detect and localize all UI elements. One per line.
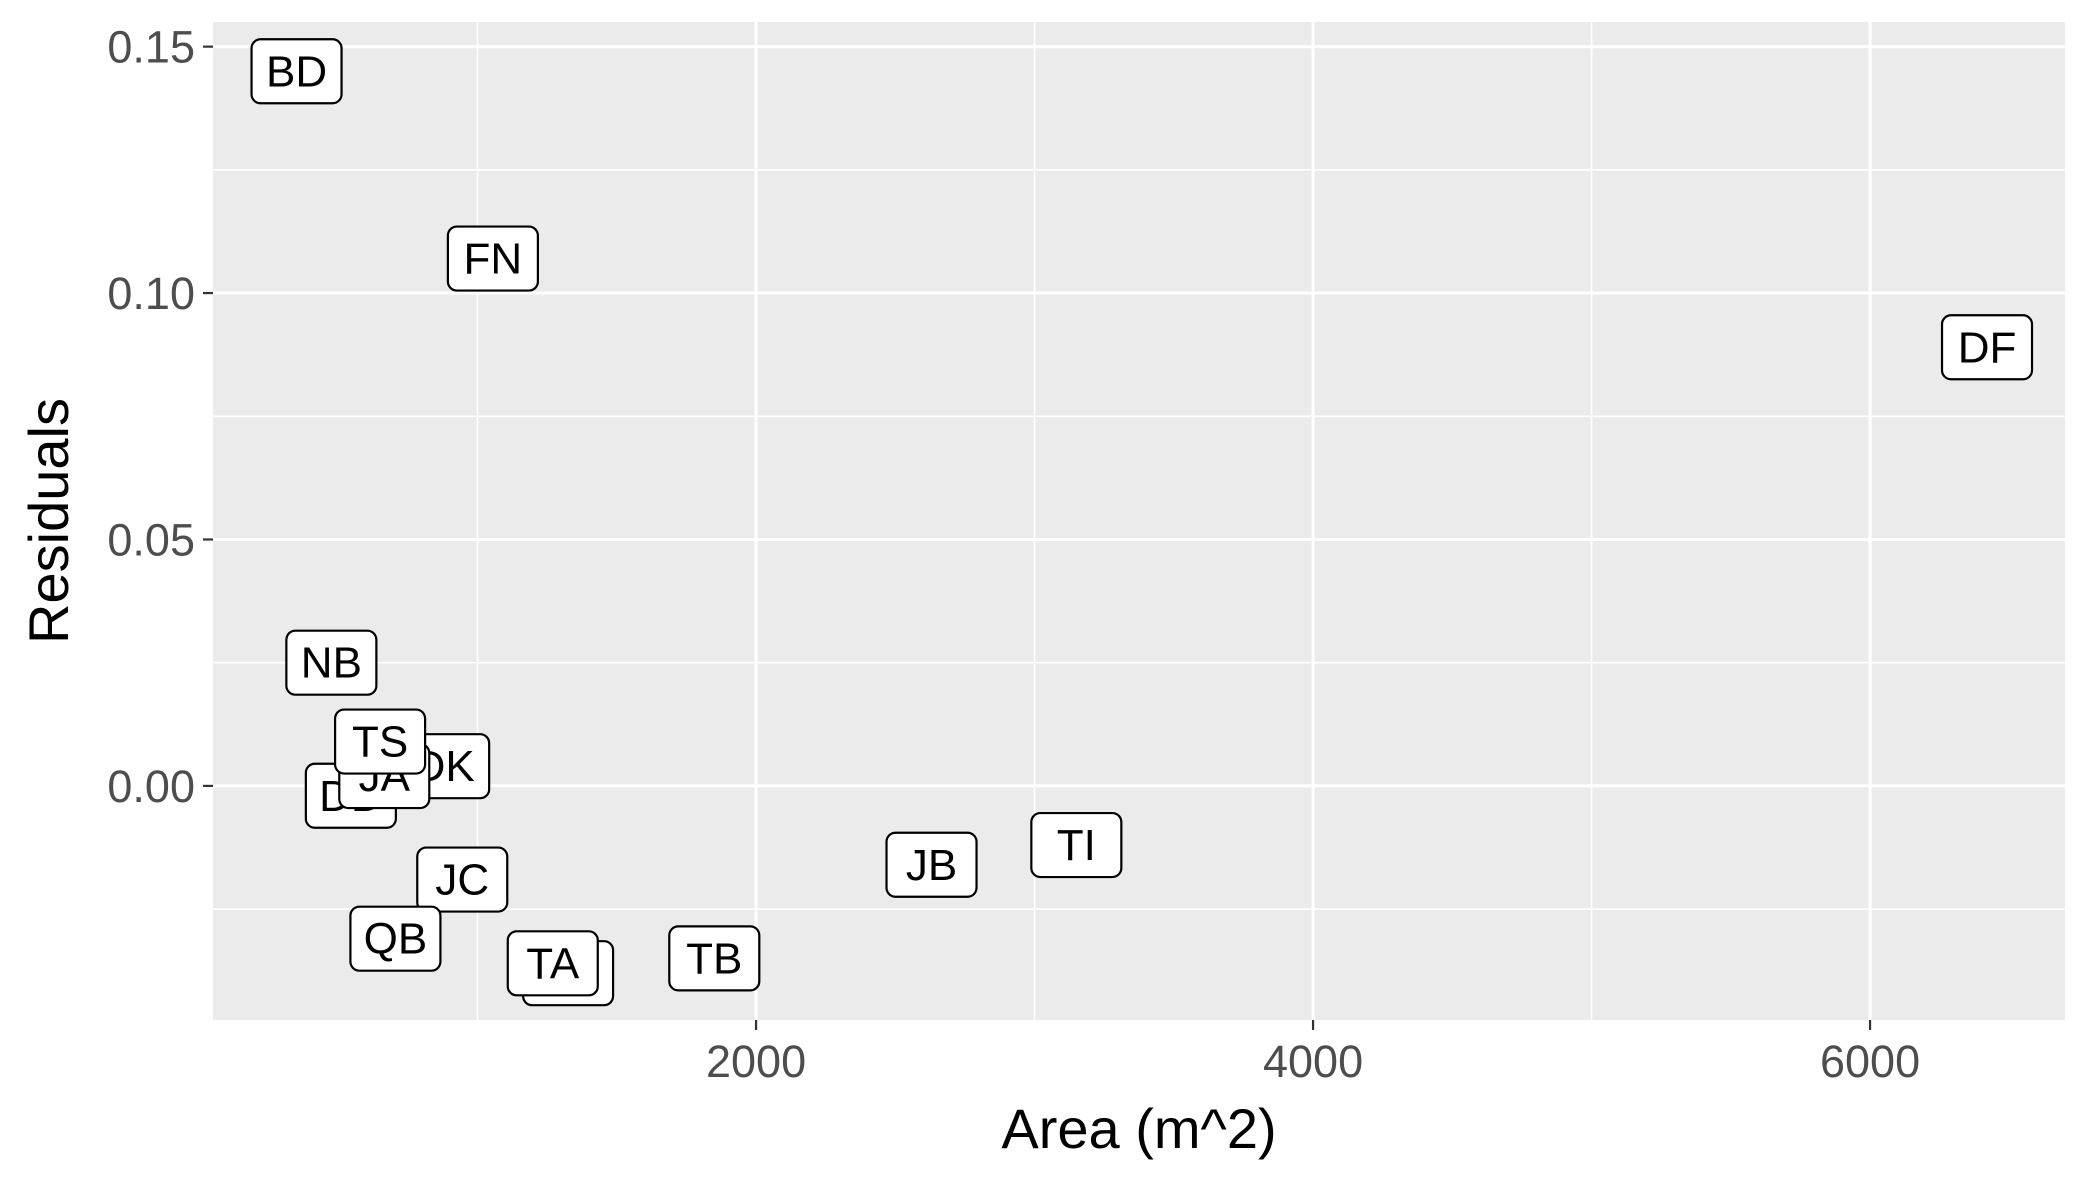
point-label-qb: QB	[349, 905, 442, 972]
y-tick-label: 0.00	[107, 761, 195, 812]
y-tick-label: 0.15	[107, 22, 195, 73]
y-axis-title: Residuals	[17, 398, 80, 644]
label-box	[1030, 811, 1123, 879]
x-axis: 2000 4000 6000	[706, 1020, 1920, 1087]
x-tick-label: 6000	[1820, 1036, 1920, 1087]
point-label-nb: NB	[285, 629, 378, 696]
label-text: JC	[435, 856, 489, 905]
x-tick-label: 2000	[706, 1036, 806, 1087]
point-label-ts: TS	[333, 708, 427, 775]
major-gridlines	[213, 22, 2065, 1020]
label-box	[349, 905, 442, 972]
label-box	[250, 38, 343, 105]
y-axis: 0.00 0.05 0.10 0.15	[107, 22, 213, 812]
minor-gridlines	[213, 22, 2065, 1020]
point-label-jc: JC	[416, 846, 509, 913]
point-label-df: DF	[1940, 314, 2034, 381]
label-text: BD	[266, 47, 327, 96]
x-axis-title: Area (m^2)	[1001, 1097, 1276, 1160]
label-box	[446, 225, 539, 292]
label-text: FN	[464, 235, 523, 284]
point-labels: BDFNDFNBDKDDJATSJCJBTIQBTDTATB	[250, 38, 2034, 1007]
y-tick-label: 0.10	[107, 268, 195, 319]
label-box	[333, 708, 427, 775]
point-label-fn: FN	[446, 225, 539, 292]
label-text: TA	[526, 939, 580, 988]
label-text: QB	[364, 915, 428, 964]
point-label-ta: TA	[506, 930, 599, 997]
label-text: NB	[301, 639, 362, 688]
label-box	[668, 925, 761, 992]
label-box	[416, 846, 509, 913]
plot-panel	[213, 22, 2065, 1020]
label-text: TB	[686, 934, 742, 983]
label-text: DF	[1958, 323, 2017, 372]
label-box	[1940, 314, 2034, 381]
point-label-ti: TI	[1030, 811, 1123, 879]
label-text: JB	[906, 841, 957, 890]
label-text: TI	[1057, 821, 1096, 870]
point-label-jb: JB	[885, 831, 978, 898]
label-box	[506, 930, 599, 997]
label-text: TS	[352, 718, 408, 767]
label-box	[285, 629, 378, 696]
point-label-bd: BD	[250, 38, 343, 105]
point-label-tb: TB	[668, 925, 761, 992]
y-tick-label: 0.05	[107, 514, 195, 565]
x-tick-label: 4000	[1263, 1036, 1363, 1087]
label-box	[885, 831, 978, 898]
